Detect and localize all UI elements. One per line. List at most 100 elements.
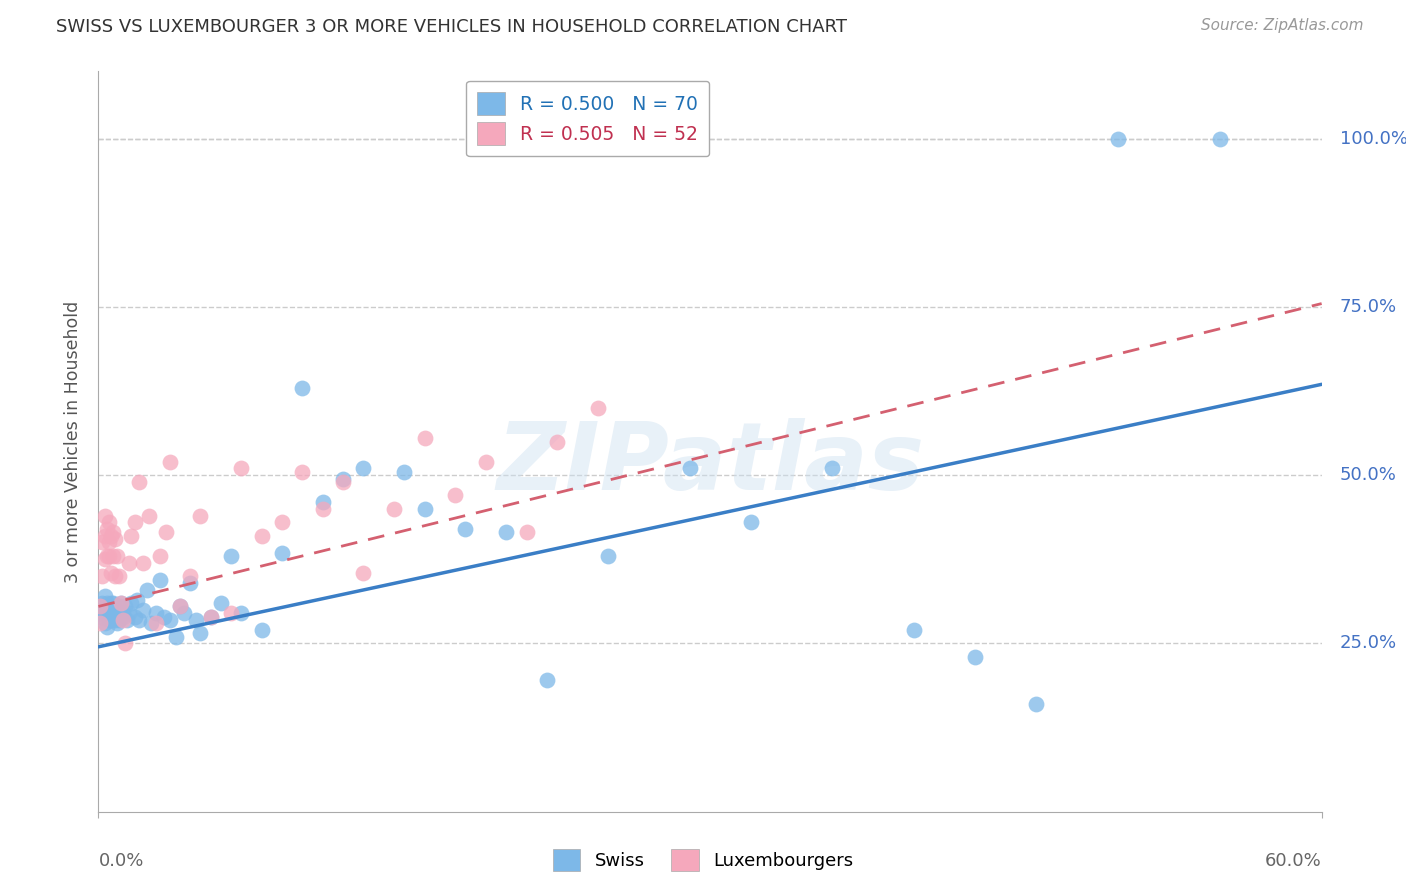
- Point: [101, 596, 124, 610]
- Point: [110, 596, 132, 610]
- Point: [100, 596, 122, 610]
- Point: [598, 549, 620, 563]
- Point: [110, 596, 132, 610]
- Point: [173, 606, 195, 620]
- Point: [159, 613, 181, 627]
- Point: [149, 549, 172, 563]
- Point: [96, 606, 118, 620]
- Point: [179, 569, 201, 583]
- Point: [270, 546, 294, 560]
- Point: [100, 613, 122, 627]
- Point: [101, 609, 124, 624]
- Point: [114, 599, 136, 614]
- Point: [332, 475, 354, 489]
- Point: [105, 549, 128, 563]
- Text: 0.0%: 0.0%: [98, 853, 143, 871]
- Text: 75.0%: 75.0%: [1340, 298, 1398, 316]
- Point: [118, 606, 141, 620]
- Point: [352, 566, 374, 580]
- Point: [104, 603, 127, 617]
- Point: [903, 623, 925, 637]
- Point: [270, 516, 294, 530]
- Point: [159, 455, 181, 469]
- Point: [100, 529, 122, 543]
- Point: [219, 549, 242, 563]
- Point: [186, 613, 208, 627]
- Point: [200, 609, 222, 624]
- Point: [93, 508, 115, 523]
- Point: [93, 552, 115, 566]
- Point: [413, 501, 436, 516]
- Point: [679, 461, 702, 475]
- Point: [332, 471, 354, 485]
- Point: [740, 516, 762, 530]
- Point: [250, 529, 273, 543]
- Point: [145, 606, 167, 620]
- Point: [101, 525, 124, 540]
- Point: [1209, 131, 1232, 145]
- Point: [96, 522, 118, 536]
- Point: [291, 465, 314, 479]
- Point: [115, 613, 138, 627]
- Point: [104, 569, 127, 583]
- Point: [128, 475, 150, 489]
- Point: [474, 455, 498, 469]
- Point: [231, 606, 253, 620]
- Point: [291, 381, 314, 395]
- Point: [124, 609, 146, 624]
- Text: 60.0%: 60.0%: [1265, 853, 1322, 871]
- Point: [132, 603, 155, 617]
- Point: [454, 522, 477, 536]
- Point: [118, 556, 141, 570]
- Point: [444, 488, 467, 502]
- Point: [145, 616, 167, 631]
- Point: [105, 606, 128, 620]
- Point: [136, 582, 159, 597]
- Point: [91, 535, 114, 549]
- Point: [152, 609, 174, 624]
- Point: [93, 603, 115, 617]
- Point: [104, 532, 127, 546]
- Point: [124, 516, 146, 530]
- Point: [101, 549, 124, 563]
- Point: [516, 525, 538, 540]
- Point: [127, 592, 149, 607]
- Point: [392, 465, 416, 479]
- Point: [111, 609, 134, 624]
- Point: [165, 630, 187, 644]
- Point: [105, 616, 128, 631]
- Point: [100, 566, 122, 580]
- Point: [104, 613, 127, 627]
- Point: [188, 626, 212, 640]
- Legend: R = 0.500   N = 70, R = 0.505   N = 52: R = 0.500 N = 70, R = 0.505 N = 52: [465, 81, 710, 156]
- Point: [96, 619, 118, 633]
- Text: Source: ZipAtlas.com: Source: ZipAtlas.com: [1201, 18, 1364, 33]
- Point: [101, 603, 124, 617]
- Point: [97, 549, 120, 563]
- Point: [1025, 697, 1047, 711]
- Point: [132, 556, 155, 570]
- Point: [120, 596, 142, 610]
- Point: [352, 461, 374, 475]
- Point: [200, 609, 222, 624]
- Point: [413, 431, 436, 445]
- Point: [231, 461, 253, 475]
- Point: [546, 434, 568, 449]
- Point: [96, 596, 118, 610]
- Point: [108, 599, 131, 614]
- Point: [188, 508, 212, 523]
- Point: [89, 599, 111, 614]
- Point: [128, 613, 150, 627]
- Text: 50.0%: 50.0%: [1340, 467, 1398, 484]
- Point: [169, 599, 191, 614]
- Point: [97, 535, 120, 549]
- Point: [93, 616, 115, 631]
- Text: SWISS VS LUXEMBOURGER 3 OR MORE VEHICLES IN HOUSEHOLD CORRELATION CHART: SWISS VS LUXEMBOURGER 3 OR MORE VEHICLES…: [56, 18, 848, 36]
- Point: [97, 613, 120, 627]
- Point: [149, 573, 172, 587]
- Text: 25.0%: 25.0%: [1340, 634, 1398, 652]
- Point: [97, 606, 120, 620]
- Point: [91, 596, 114, 610]
- Point: [312, 501, 335, 516]
- Point: [89, 606, 111, 620]
